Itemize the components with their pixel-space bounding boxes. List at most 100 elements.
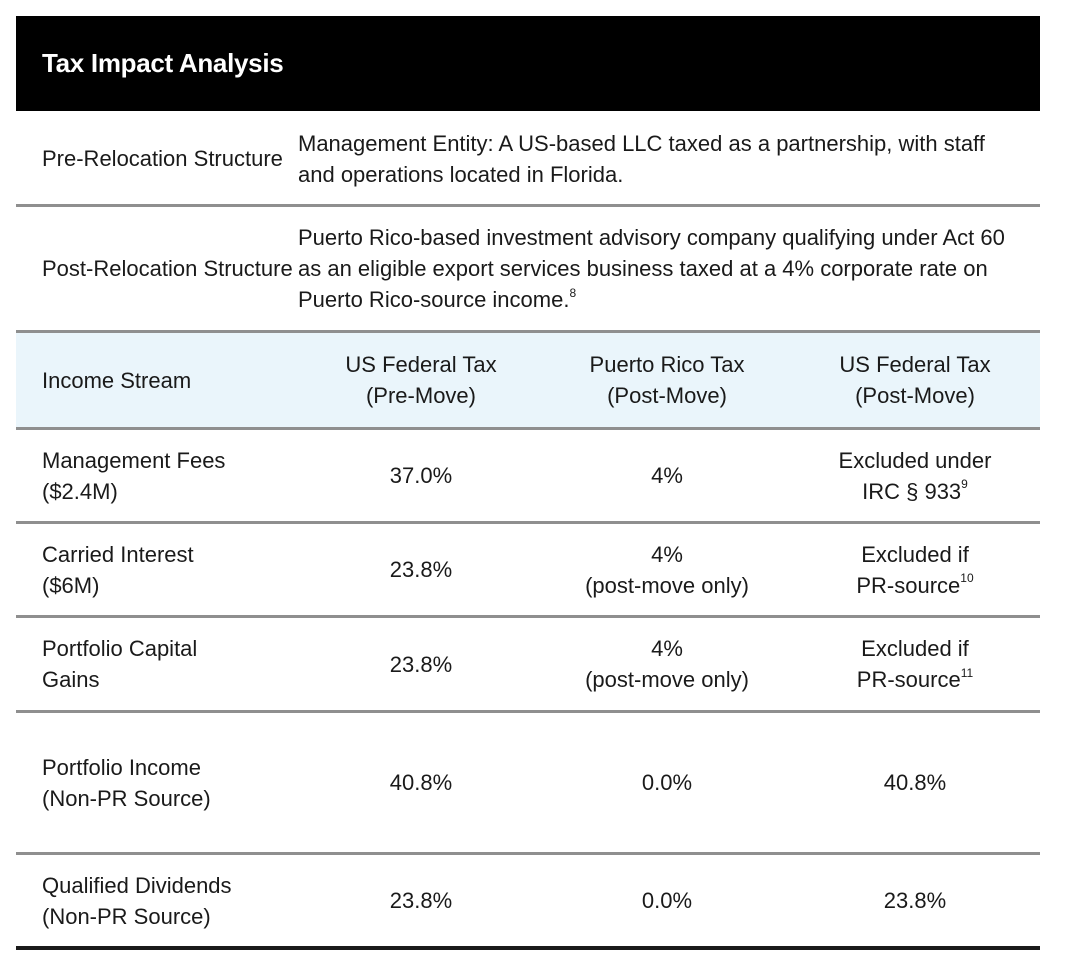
income-stream-cell-lines: Qualified Dividends (Non-PR Source) xyxy=(42,870,232,932)
cell-text-value: Portfolio Income xyxy=(42,754,201,780)
us-federal-pre-cell-lines: 23.8% xyxy=(390,885,452,916)
cell-text-value: Portfolio Capital xyxy=(42,636,198,661)
cell-text: Carried Interest xyxy=(42,539,194,570)
us-federal-pre-cell: 40.8% xyxy=(298,713,544,852)
title-bar: Tax Impact Analysis xyxy=(16,16,1040,111)
structure-label-line: Post-Relocation xyxy=(42,256,198,281)
us-federal-post-cell-lines: Excluded if PR-source10 xyxy=(856,539,973,601)
income-stream-cell-lines: Portfolio Capital Gains xyxy=(42,633,197,695)
income-stream-cell-lines: Management Fees ($2.4M) xyxy=(42,445,225,507)
table-row: Portfolio Income (Non-PR Source) 40.8% 0.0%… xyxy=(16,713,1040,855)
cell-text-value: 23.8% xyxy=(389,651,453,677)
structure-label: Post-Relocation Structure xyxy=(16,207,298,330)
cell-text: Management Fees xyxy=(42,445,225,476)
description-line: a 4% corporate rate on Puerto Rico-sourc… xyxy=(298,256,988,312)
description-line: under Act 60 as an eligible export servi… xyxy=(298,225,1005,281)
cell-text: Portfolio Capital xyxy=(42,633,197,664)
us-federal-post-cell: 40.8% xyxy=(790,713,1040,852)
table-title: Tax Impact Analysis xyxy=(42,48,284,78)
cell-text-value: 4% xyxy=(651,636,683,661)
cell-text-value: 23.8% xyxy=(389,557,453,582)
post-relocation-row: Post-Relocation Structure Puerto Rico-ba… xyxy=(16,207,1040,333)
tax-impact-table: Tax Impact Analysis Pre-Relocation Struc… xyxy=(16,16,1040,950)
income-stream-cell: Carried Interest ($6M) xyxy=(16,524,298,615)
structure-label: Pre-Relocation Structure xyxy=(16,111,298,204)
column-header-us-federal-post: US Federal Tax (Post-Move) xyxy=(790,333,1040,427)
description-line: Management Entity: A US-based LLC taxed … xyxy=(298,130,771,156)
puerto-rico-post-cell: 4% (post-move only) xyxy=(544,618,790,710)
us-federal-post-cell: 23.8% xyxy=(790,855,1040,946)
description-line: Puerto Rico-based investment advisory co… xyxy=(298,225,876,250)
puerto-rico-post-cell-lines: 4% (post-move only) xyxy=(585,539,749,601)
puerto-rico-post-cell-lines: 4% xyxy=(651,460,683,491)
cell-text: Excluded if xyxy=(856,539,973,570)
cell-text: 23.8% xyxy=(884,885,946,916)
table-row: Management Fees ($2.4M) 37.0% 4% Excluded un… xyxy=(16,430,1040,524)
us-federal-pre-cell: 37.0% xyxy=(298,430,544,521)
us-federal-pre-cell-lines: 37.0% xyxy=(390,460,452,491)
cell-text-value: 40.8% xyxy=(389,770,453,795)
us-federal-post-cell: Excluded if PR-source11 xyxy=(790,618,1040,710)
us-federal-post-cell-lines: Excluded if PR-source11 xyxy=(857,633,973,695)
us-federal-post-cell-lines: 40.8% xyxy=(884,767,946,798)
income-stream-cell: Portfolio Income (Non-PR Source) xyxy=(16,713,298,852)
cell-text: 40.8% xyxy=(390,767,452,798)
cell-text-value: 0.0% xyxy=(641,888,693,913)
cell-text: 23.8% xyxy=(390,885,452,916)
puerto-rico-post-cell-lines: 0.0% xyxy=(642,767,692,798)
pre-relocation-row: Pre-Relocation Structure Management Enti… xyxy=(16,111,1040,207)
us-federal-pre-cell-lines: 23.8% xyxy=(390,649,452,680)
cell-text: 4% xyxy=(651,460,683,491)
cell-text: 40.8% xyxy=(884,767,946,798)
puerto-rico-post-cell: 0.0% xyxy=(544,855,790,946)
income-stream-cell-lines: Portfolio Income (Non-PR Source) xyxy=(42,752,211,814)
cell-text-value: Excluded under xyxy=(838,447,992,473)
cell-text-value: 4% xyxy=(651,463,683,488)
cell-text-value: 4% xyxy=(651,541,683,567)
column-header-text: (Pre-Move) xyxy=(365,383,476,408)
cell-text-value: ($2.4M) xyxy=(42,478,118,504)
cell-text-value: (post-move only) xyxy=(585,667,749,692)
description-line: partnership, with staff and operations l… xyxy=(298,130,985,187)
cell-text-value: 40.8% xyxy=(883,770,947,795)
cell-text: ($2.4M) xyxy=(42,476,225,507)
cell-text-value: 23.8% xyxy=(389,888,453,913)
cell-text: (post-move only) xyxy=(585,570,749,601)
cell-text-value: (Non-PR Source) xyxy=(42,903,211,929)
cell-text-value: 37.0% xyxy=(389,463,453,488)
cell-text-value: Management Fees xyxy=(42,447,226,473)
column-header-text: (Post-Move) xyxy=(855,383,975,408)
cell-text-value: (Non-PR Source) xyxy=(42,785,211,811)
structure-label-line: Pre-Relocation xyxy=(42,146,188,171)
puerto-rico-post-cell: 0.0% xyxy=(544,713,790,852)
column-header-text: Income Stream xyxy=(42,367,192,393)
column-header-text: US Federal Tax xyxy=(839,352,991,377)
structure-label-line: Structure xyxy=(203,256,293,281)
cell-text: Excluded if xyxy=(857,633,973,664)
cell-text: 23.8% xyxy=(390,649,452,680)
us-federal-post-cell: Excluded if PR-source10 xyxy=(790,524,1040,615)
cell-text-value: 23.8% xyxy=(883,888,947,913)
column-header-text: (Post-Move) xyxy=(607,383,727,408)
us-federal-post-cell: Excluded under IRC § 9339 xyxy=(790,430,1040,521)
cell-text: PR-source10 xyxy=(856,570,973,601)
us-federal-pre-cell: 23.8% xyxy=(298,855,544,946)
cell-text: Excluded under xyxy=(839,445,992,476)
cell-text-value: PR-source xyxy=(856,667,961,692)
puerto-rico-post-cell-lines: 0.0% xyxy=(642,885,692,916)
puerto-rico-post-cell: 4% xyxy=(544,430,790,521)
table-body: Management Fees ($2.4M) 37.0% 4% Excluded un… xyxy=(16,430,1040,950)
cell-text-value: (post-move only) xyxy=(585,572,749,598)
cell-text-value: PR-source xyxy=(856,572,961,598)
puerto-rico-post-cell-lines: 4% (post-move only) xyxy=(585,633,749,695)
footnote-marker: 8 xyxy=(569,285,577,300)
column-header-puerto-rico-post: Puerto Rico Tax (Post-Move) xyxy=(544,333,790,427)
puerto-rico-post-cell: 4% (post-move only) xyxy=(544,524,790,615)
income-stream-cell: Management Fees ($2.4M) xyxy=(16,430,298,521)
us-federal-pre-cell: 23.8% xyxy=(298,524,544,615)
cell-text: ($6M) xyxy=(42,570,194,601)
table-row: Carried Interest ($6M) 23.8% 4% (post-move o… xyxy=(16,524,1040,618)
income-stream-cell: Portfolio Capital Gains xyxy=(16,618,298,710)
cell-text: 0.0% xyxy=(642,767,692,798)
structure-label-line: Structure xyxy=(193,146,283,171)
